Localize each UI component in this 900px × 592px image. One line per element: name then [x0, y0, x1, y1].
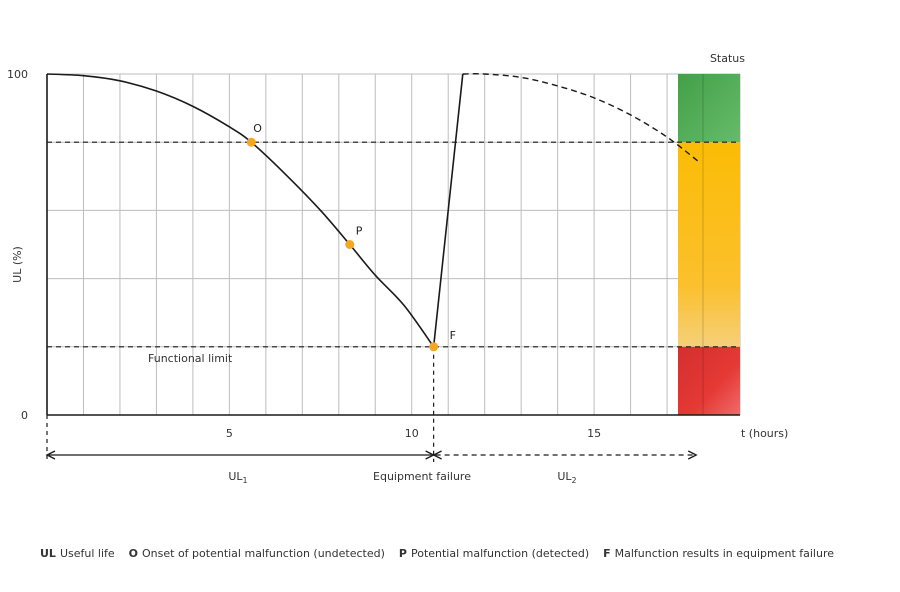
equipment-failure-label: Equipment failure: [373, 470, 471, 483]
span-label-subscript: 2: [572, 476, 577, 485]
series-line-dashed: [462, 73, 701, 164]
status-band: [678, 74, 740, 143]
spans: [45, 450, 698, 460]
legend-text: Malfunction results in equipment failure: [614, 547, 835, 560]
legend-key: O: [128, 547, 139, 560]
chart-legend: UL Useful life O Onset of potential malfunc…: [40, 547, 848, 560]
y-tick-label: 0: [21, 409, 28, 422]
span-label: UL2: [557, 470, 576, 485]
legend-item: UL Useful life: [40, 547, 115, 560]
legend-item: P Potential malfunction (detected): [399, 547, 589, 560]
chart-text: Status Functional limit 5 10 15 0 100 t (hours)…: [7, 52, 788, 485]
legend-text: Useful life: [59, 547, 115, 560]
y-tick-label: 100: [7, 68, 28, 81]
legend-item: O Onset of potential malfunction (undetec…: [129, 547, 385, 560]
x-tick-label: 10: [405, 427, 419, 440]
reference-lines: [47, 141, 740, 462]
point-p: [345, 240, 355, 249]
point-label-p: P: [356, 225, 363, 238]
legend-key: F: [603, 547, 611, 560]
span-label: UL1: [228, 470, 247, 485]
point-o: [246, 137, 256, 147]
legend-key: P: [398, 547, 407, 560]
functional-limit-label: Functional limit: [148, 352, 233, 365]
span-arrow-left: [432, 450, 442, 460]
status-title: Status: [710, 52, 745, 65]
status-bar: [678, 74, 740, 415]
span-arrow-left: [45, 450, 56, 460]
points: [246, 137, 439, 352]
point-label-f: F: [450, 329, 456, 342]
span-label-subscript: 1: [243, 476, 248, 485]
x-tick-label: 15: [587, 427, 601, 440]
span-arrow-right: [687, 450, 698, 460]
y-axis-label: UL (%): [11, 246, 24, 283]
point-f: [429, 342, 439, 352]
axes: [46, 74, 740, 462]
status-band: [678, 346, 740, 415]
status-band: [678, 142, 740, 347]
legend-key: UL: [40, 547, 56, 560]
point-label-o: O: [253, 122, 262, 135]
x-tick-label: 5: [226, 427, 233, 440]
legend-item: F Malfunction results in equipment failur…: [603, 547, 834, 560]
x-axis-label: t (hours): [741, 427, 788, 440]
legend-text: Potential malfunction (detected): [410, 547, 590, 560]
legend-text: Onset of potential malfunction (undetect…: [142, 547, 385, 560]
